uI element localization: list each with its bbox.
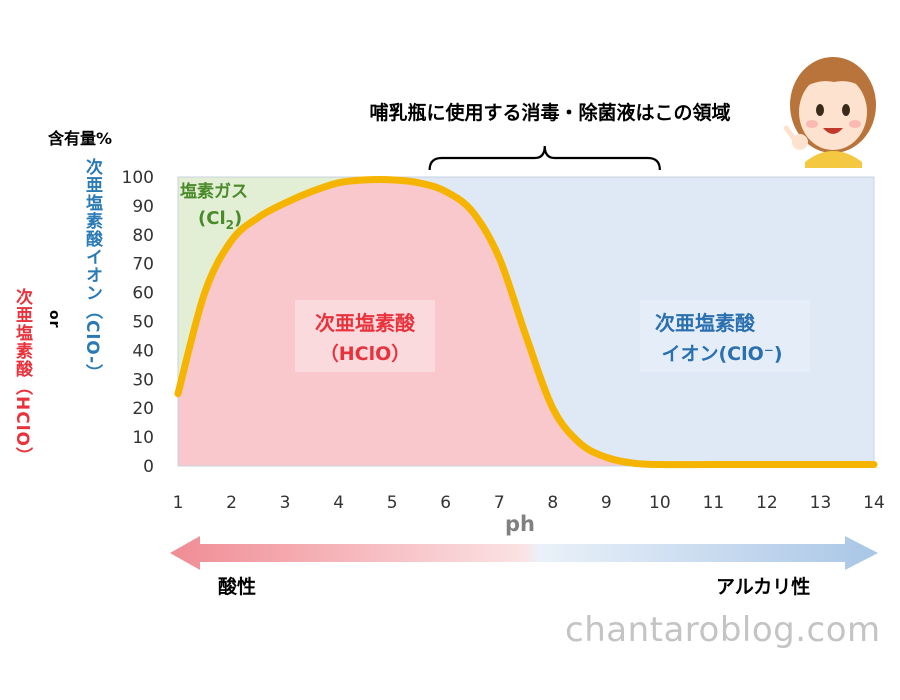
x-tick-label: 4 (333, 493, 344, 513)
cl2-region-name: 塩素ガス (180, 181, 248, 202)
hclo-region-name: 次亜塩素酸 (315, 311, 416, 335)
x-tick-label: 14 (863, 493, 885, 513)
x-tick-label: 12 (756, 493, 778, 513)
avatar (783, 57, 876, 168)
cl2-region (178, 177, 366, 394)
x-tick-label: 8 (547, 493, 558, 513)
region-labels: 塩素ガス (Cl2) 次亜塩素酸 （HClO） 次亜塩素酸 イオン(ClO⁻) (180, 181, 810, 372)
y-tick-label: 70 (132, 255, 154, 275)
y-tick-label: 60 (132, 284, 154, 304)
x-tick-label: 7 (494, 493, 505, 513)
clo-region-name: 次亜塩素酸 (655, 311, 756, 335)
y-axis-label-hypochlorous-acid: 次亜塩素酸（HClO） (12, 288, 32, 465)
hclo-region-formula: （HClO） (320, 342, 411, 365)
bracket (428, 145, 661, 171)
x-tick-label: 11 (703, 493, 725, 513)
hclo-label-box (295, 300, 435, 372)
x-tick-label: 1 (173, 493, 184, 513)
clo-region-name2: イオン (661, 343, 718, 365)
y-tick-label: 90 (132, 197, 154, 217)
x-tick-label: 13 (810, 493, 832, 513)
ph-gradient-arrow (170, 536, 878, 570)
distribution-curve (174, 176, 878, 469)
cl2-region-formula: (Cl2) (198, 208, 242, 232)
y-tick-label: 0 (143, 457, 154, 477)
y-tick-label: 40 (132, 341, 154, 361)
y-axis-label-or: or (46, 310, 62, 329)
x-tick-label: 2 (226, 493, 237, 513)
x-tick-label: 5 (387, 493, 398, 513)
clo-label-box (640, 300, 810, 372)
y-tick-label: 80 (132, 226, 154, 246)
annotation-text: 哺乳瓶に使用する消毒・除菌液はこの領域 (369, 102, 731, 124)
x-tick-label: 9 (601, 493, 612, 513)
hclo-region (178, 179, 874, 466)
watermark: chantaroblog.com (565, 610, 881, 650)
y-tick-label: 100 (122, 168, 154, 188)
x-axis-title: ph (505, 512, 535, 536)
y-tick-label: 50 (132, 313, 154, 333)
alkaline-label: アルカリ性 (716, 576, 811, 598)
acidic-label: 酸性 (218, 576, 257, 598)
clo-formula: (ClO⁻) (719, 343, 783, 365)
acidity-arrow (170, 536, 878, 570)
clo-region-formula: イオン(ClO⁻) (661, 343, 782, 365)
y-tick-label: 10 (132, 428, 154, 448)
cl2-formula: Cl (206, 208, 225, 229)
y-axis-label-hypochlorite-ion: 次亜塩素酸イオン（ClO-） (82, 158, 102, 383)
y-tick-label: 30 (132, 370, 154, 390)
x-tick-label: 10 (649, 493, 671, 513)
plot-frame (177, 176, 875, 467)
annotation-bracket (428, 145, 661, 171)
cl2-subscript: 2 (226, 218, 234, 232)
x-tick-label: 3 (280, 493, 291, 513)
x-tick-label: 6 (440, 493, 451, 513)
y-tick-label: 20 (132, 399, 154, 419)
y-axis-title: 含有量% (48, 129, 113, 148)
